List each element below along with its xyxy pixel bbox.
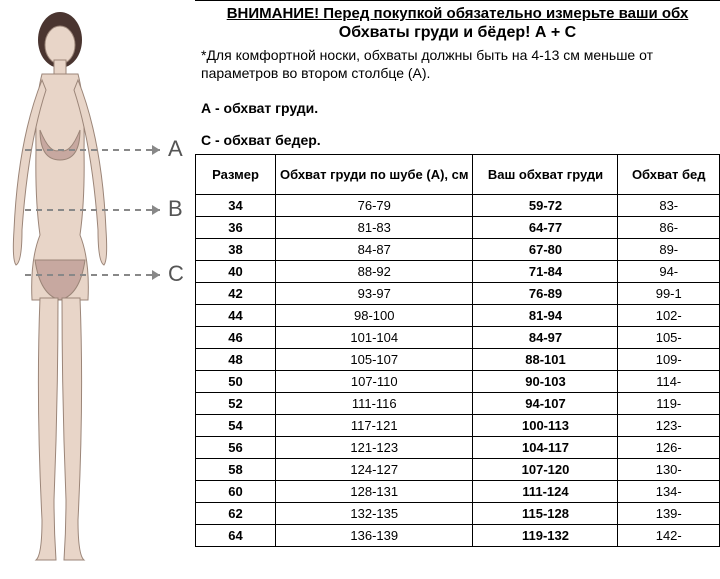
table-cell: 130- — [618, 459, 720, 481]
table-cell: 46 — [196, 327, 276, 349]
table-row: 3884-8767-8089- — [196, 239, 720, 261]
table-cell: 111-116 — [276, 393, 473, 415]
subtitle-text: Обхваты груди и бёдер! А + С — [201, 24, 714, 42]
table-cell: 128-131 — [276, 481, 473, 503]
table-cell: 123- — [618, 415, 720, 437]
table-row: 46101-10484-97105- — [196, 327, 720, 349]
table-cell: 111-124 — [473, 481, 618, 503]
size-table: Размер Обхват груди по шубе (А), см Ваш … — [195, 154, 720, 547]
table-row: 60128-131111-124134- — [196, 481, 720, 503]
table-cell: 76-89 — [473, 283, 618, 305]
table-cell: 114- — [618, 371, 720, 393]
table-cell: 76-79 — [276, 195, 473, 217]
table-cell: 107-120 — [473, 459, 618, 481]
table-row: 58124-127107-120130- — [196, 459, 720, 481]
body-figure — [0, 0, 195, 579]
table-cell: 101-104 — [276, 327, 473, 349]
label-a: A — [168, 136, 183, 162]
table-row: 64136-139119-132142- — [196, 525, 720, 547]
table-cell: 50 — [196, 371, 276, 393]
table-cell: 83- — [618, 195, 720, 217]
col-chest-coat: Обхват груди по шубе (А), см — [276, 155, 473, 195]
table-cell: 94-107 — [473, 393, 618, 415]
table-cell: 115-128 — [473, 503, 618, 525]
measurement-figure-panel: A B C — [0, 0, 195, 579]
table-row: 56121-123104-117126- — [196, 437, 720, 459]
table-cell: 84-97 — [473, 327, 618, 349]
table-row: 48105-10788-101109- — [196, 349, 720, 371]
col-size: Размер — [196, 155, 276, 195]
table-cell: 109- — [618, 349, 720, 371]
table-cell: 90-103 — [473, 371, 618, 393]
table-row: 3681-8364-7786- — [196, 217, 720, 239]
header-block: ВНИМАНИЕ! Перед покупкой обязательно изм… — [195, 0, 720, 90]
table-cell: 105- — [618, 327, 720, 349]
table-cell: 98-100 — [276, 305, 473, 327]
table-cell: 42 — [196, 283, 276, 305]
table-cell: 62 — [196, 503, 276, 525]
note-text: *Для комфортной носки, обхваты должны бы… — [201, 46, 714, 82]
table-cell: 64 — [196, 525, 276, 547]
table-cell: 36 — [196, 217, 276, 239]
label-c: C — [168, 261, 184, 287]
table-cell: 89- — [618, 239, 720, 261]
table-cell: 99-1 — [618, 283, 720, 305]
table-cell: 142- — [618, 525, 720, 547]
table-cell: 86- — [618, 217, 720, 239]
col-your-chest: Ваш обхват груди — [473, 155, 618, 195]
table-cell: 64-77 — [473, 217, 618, 239]
table-row: 3476-7959-7283- — [196, 195, 720, 217]
table-cell: 119-132 — [473, 525, 618, 547]
col-hips: Обхват бед — [618, 155, 720, 195]
table-cell: 117-121 — [276, 415, 473, 437]
table-row: 4498-10081-94102- — [196, 305, 720, 327]
table-cell: 126- — [618, 437, 720, 459]
table-cell: 67-80 — [473, 239, 618, 261]
table-cell: 121-123 — [276, 437, 473, 459]
table-cell: 105-107 — [276, 349, 473, 371]
label-b: B — [168, 196, 183, 222]
content-panel: ВНИМАНИЕ! Перед покупкой обязательно изм… — [195, 0, 720, 579]
table-cell: 88-92 — [276, 261, 473, 283]
table-cell: 104-117 — [473, 437, 618, 459]
table-cell: 58 — [196, 459, 276, 481]
table-row: 52111-11694-107119- — [196, 393, 720, 415]
table-cell: 132-135 — [276, 503, 473, 525]
table-header-row: Размер Обхват груди по шубе (А), см Ваш … — [196, 155, 720, 195]
table-cell: 81-94 — [473, 305, 618, 327]
table-row: 62132-135115-128139- — [196, 503, 720, 525]
table-cell: 93-97 — [276, 283, 473, 305]
table-cell: 54 — [196, 415, 276, 437]
table-cell: 102- — [618, 305, 720, 327]
table-cell: 81-83 — [276, 217, 473, 239]
table-cell: 119- — [618, 393, 720, 415]
table-cell: 100-113 — [473, 415, 618, 437]
table-row: 4088-9271-8494- — [196, 261, 720, 283]
table-cell: 139- — [618, 503, 720, 525]
section-c-label: С - обхват бедер. — [195, 122, 720, 154]
warning-text: ВНИМАНИЕ! Перед покупкой обязательно изм… — [201, 5, 714, 22]
table-row: 50107-11090-103114- — [196, 371, 720, 393]
table-cell: 94- — [618, 261, 720, 283]
table-cell: 60 — [196, 481, 276, 503]
table-cell: 88-101 — [473, 349, 618, 371]
table-cell: 136-139 — [276, 525, 473, 547]
table-cell: 71-84 — [473, 261, 618, 283]
table-cell: 38 — [196, 239, 276, 261]
table-row: 4293-9776-8999-1 — [196, 283, 720, 305]
table-cell: 34 — [196, 195, 276, 217]
table-cell: 40 — [196, 261, 276, 283]
table-cell: 56 — [196, 437, 276, 459]
table-cell: 107-110 — [276, 371, 473, 393]
table-cell: 44 — [196, 305, 276, 327]
table-cell: 134- — [618, 481, 720, 503]
section-a-label: А - обхват груди. — [195, 90, 720, 122]
table-cell: 48 — [196, 349, 276, 371]
table-cell: 124-127 — [276, 459, 473, 481]
table-cell: 84-87 — [276, 239, 473, 261]
table-cell: 52 — [196, 393, 276, 415]
table-cell: 59-72 — [473, 195, 618, 217]
table-row: 54117-121100-113123- — [196, 415, 720, 437]
